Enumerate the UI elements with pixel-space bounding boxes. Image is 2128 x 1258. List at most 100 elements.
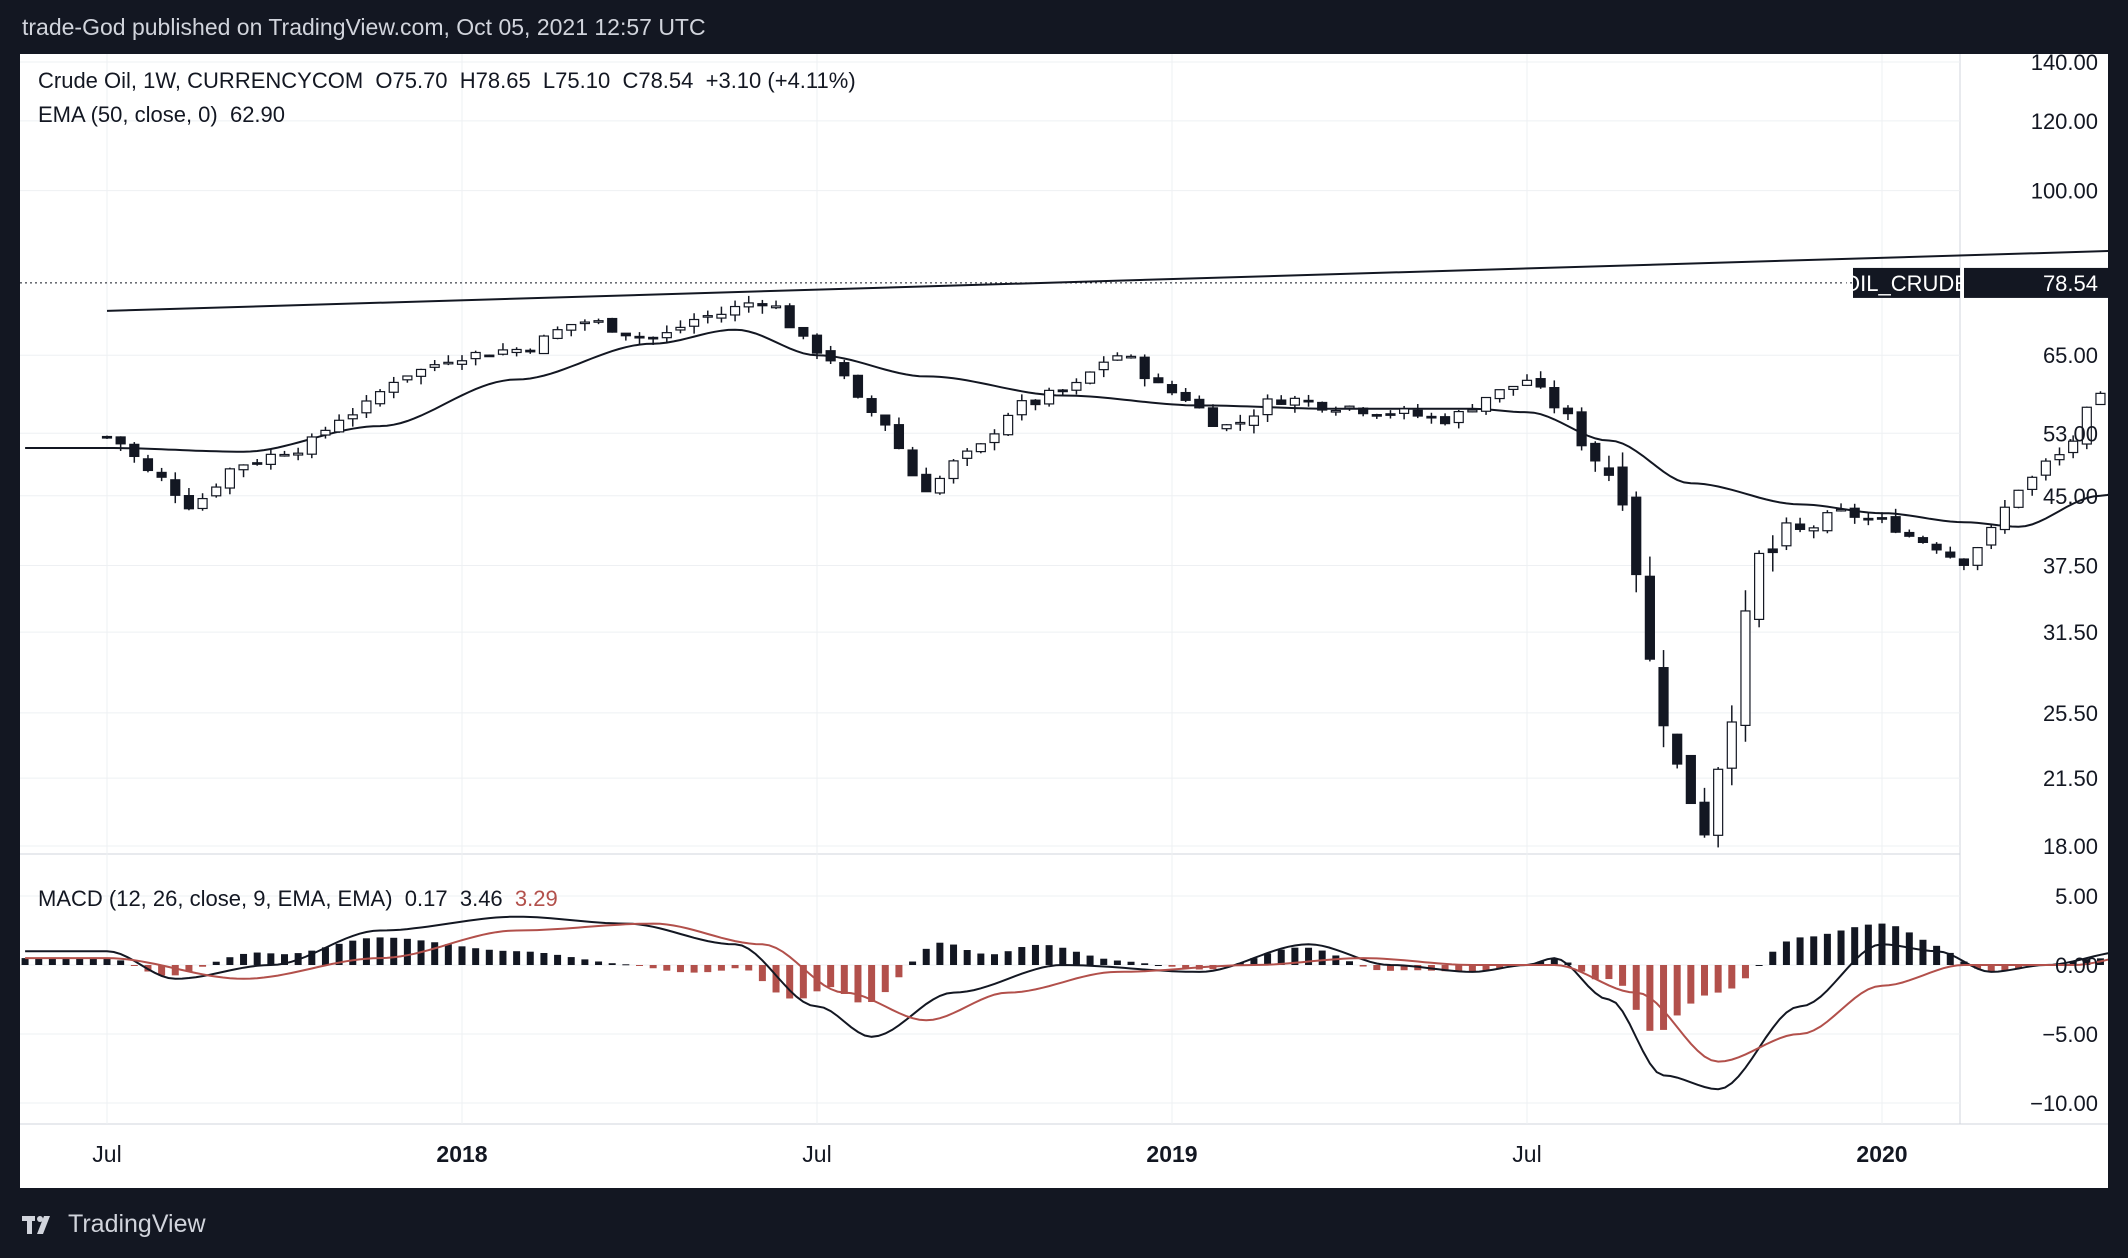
candle[interactable]	[1057, 389, 1068, 395]
candle[interactable]	[552, 326, 563, 340]
candle[interactable]	[443, 355, 454, 366]
candle[interactable]	[1781, 517, 1792, 551]
candle[interactable]	[1003, 412, 1014, 437]
candle[interactable]	[1644, 556, 1655, 662]
candle[interactable]	[1344, 405, 1355, 411]
candle[interactable]	[2081, 406, 2092, 450]
candle[interactable]	[1330, 406, 1341, 416]
candle[interactable]	[374, 389, 386, 407]
candle[interactable]	[1917, 535, 1929, 544]
chart-frame[interactable]: 140.00 120.00 100.00 65.00 53.00 45.00 37.50 31…	[20, 50, 2128, 1188]
candle[interactable]	[1480, 396, 1492, 415]
candle[interactable]	[852, 374, 864, 399]
candle[interactable]	[1767, 535, 1778, 572]
candle[interactable]	[1112, 352, 1123, 361]
candle[interactable]	[347, 408, 358, 427]
candle[interactable]	[1044, 387, 1055, 407]
candle[interactable]	[2040, 458, 2051, 481]
candle[interactable]	[279, 450, 290, 457]
candle[interactable]	[1262, 394, 1273, 423]
candle[interactable]	[798, 326, 809, 340]
candle[interactable]	[607, 317, 618, 333]
candle[interactable]	[1726, 705, 1737, 786]
candle[interactable]	[1194, 395, 1205, 409]
candle[interactable]	[361, 395, 372, 418]
candle[interactable]	[1098, 356, 1109, 378]
candle[interactable]	[1945, 546, 1956, 559]
candle[interactable]	[101, 435, 113, 439]
candle[interactable]	[1084, 371, 1096, 385]
candle[interactable]	[1385, 410, 1396, 419]
candle[interactable]	[211, 483, 222, 498]
candle[interactable]	[1822, 510, 1833, 534]
candle[interactable]	[1835, 503, 1847, 512]
candle[interactable]	[224, 467, 235, 495]
candle[interactable]	[525, 348, 536, 354]
candle[interactable]	[729, 300, 741, 322]
candle[interactable]	[170, 472, 181, 504]
candle[interactable]	[1494, 389, 1505, 403]
candle[interactable]	[1890, 508, 1901, 534]
candle[interactable]	[1986, 524, 1997, 550]
candle[interactable]	[1849, 503, 1860, 524]
candle[interactable]	[1631, 491, 1642, 593]
candle[interactable]	[1248, 409, 1260, 434]
candle[interactable]	[415, 368, 427, 385]
candle[interactable]	[770, 300, 782, 310]
candle[interactable]	[1713, 767, 1724, 848]
candle[interactable]	[784, 303, 795, 329]
candle[interactable]	[511, 347, 522, 357]
candle[interactable]	[238, 464, 249, 478]
candle[interactable]	[1467, 403, 1478, 413]
candle[interactable]	[265, 448, 276, 470]
candle[interactable]	[1794, 517, 1806, 533]
candle[interactable]	[497, 343, 509, 356]
candle[interactable]	[675, 320, 686, 334]
candle[interactable]	[1139, 354, 1150, 387]
candle[interactable]	[1221, 424, 1232, 432]
candle[interactable]	[1808, 525, 1819, 539]
candle[interactable]	[115, 436, 126, 451]
candle[interactable]	[429, 359, 440, 372]
candle[interactable]	[839, 359, 850, 380]
candle[interactable]	[811, 333, 823, 360]
candle[interactable]	[1699, 787, 1710, 838]
candle[interactable]	[2013, 489, 2024, 509]
candle[interactable]	[661, 325, 672, 344]
candle[interactable]	[334, 414, 345, 433]
candle[interactable]	[648, 336, 659, 345]
candle[interactable]	[702, 310, 713, 324]
candle[interactable]	[620, 332, 631, 341]
candle[interactable]	[252, 458, 263, 466]
candle[interactable]	[1276, 395, 1287, 405]
candle[interactable]	[1603, 455, 1615, 482]
candle[interactable]	[2068, 435, 2079, 459]
candle[interactable]	[129, 442, 140, 463]
candle[interactable]	[538, 334, 550, 355]
candle[interactable]	[1016, 394, 1027, 421]
candle[interactable]	[320, 426, 331, 439]
candle[interactable]	[1030, 399, 1041, 411]
trendline-long-resistance[interactable]	[106, 231, 2128, 312]
candle[interactable]	[1549, 380, 1560, 414]
candle[interactable]	[1972, 546, 1983, 571]
candle[interactable]	[1863, 511, 1874, 526]
candle[interactable]	[716, 306, 727, 323]
candle[interactable]	[880, 414, 891, 431]
candle[interactable]	[907, 446, 918, 477]
candle[interactable]	[1289, 395, 1300, 413]
candle[interactable]	[2054, 447, 2065, 466]
candle[interactable]	[975, 443, 986, 454]
candle[interactable]	[1562, 405, 1574, 421]
candle[interactable]	[388, 376, 399, 399]
candle[interactable]	[1166, 380, 1178, 396]
candle[interactable]	[1740, 590, 1751, 742]
candle[interactable]	[484, 354, 495, 358]
candle[interactable]	[1876, 512, 1888, 524]
chart-canvas[interactable]: 140.00 120.00 100.00 65.00 53.00 45.00 37.50 31…	[20, 50, 2128, 1188]
candle[interactable]	[1125, 354, 1137, 359]
candle[interactable]	[757, 299, 768, 314]
candle[interactable]	[1358, 407, 1369, 417]
candle[interactable]	[1521, 374, 1533, 387]
candle[interactable]	[593, 318, 604, 325]
